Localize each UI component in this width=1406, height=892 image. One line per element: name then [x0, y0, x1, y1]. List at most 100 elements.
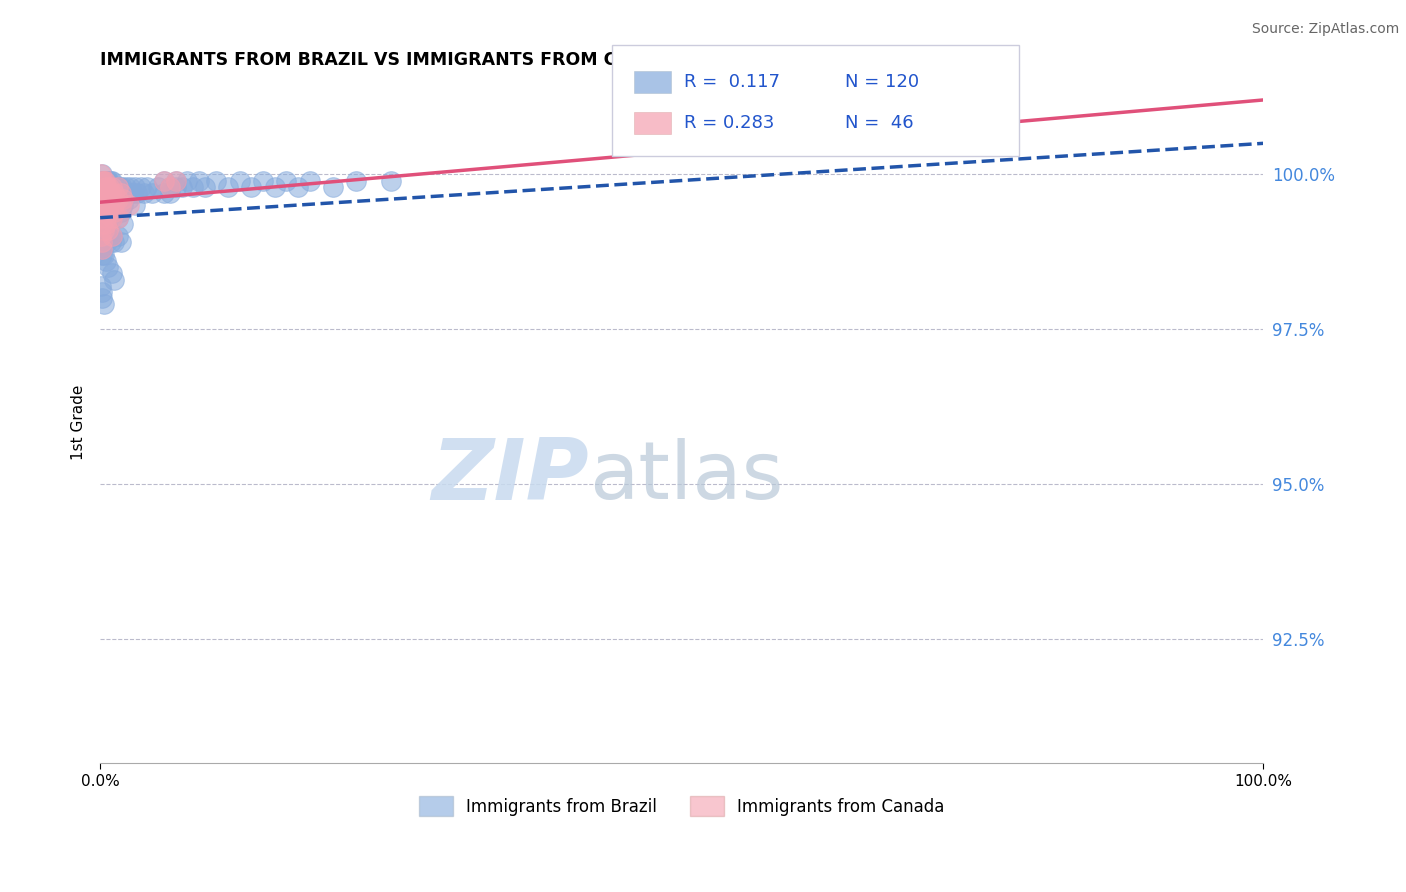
- Point: [90, 192, 112, 206]
- Point: [96, 192, 118, 206]
- Point: [107, 179, 129, 194]
- Point: [240, 179, 263, 194]
- Point: [100, 186, 122, 200]
- Point: [322, 179, 344, 194]
- Point: [90, 198, 112, 212]
- Point: [100, 267, 122, 281]
- Legend: Immigrants from Brazil, Immigrants from Canada: Immigrants from Brazil, Immigrants from …: [412, 789, 950, 823]
- Point: [176, 173, 198, 187]
- Point: [103, 186, 125, 200]
- Point: [96, 173, 118, 187]
- Point: [114, 179, 136, 194]
- Point: [124, 179, 146, 194]
- Point: [112, 192, 135, 206]
- Point: [100, 204, 122, 219]
- Point: [103, 273, 125, 287]
- Point: [97, 192, 120, 206]
- Point: [100, 229, 122, 244]
- Point: [97, 179, 120, 194]
- Point: [90, 167, 112, 181]
- Point: [380, 173, 402, 187]
- Point: [96, 179, 118, 194]
- Point: [103, 204, 125, 219]
- Point: [100, 229, 122, 244]
- Point: [129, 179, 152, 194]
- Point: [100, 179, 122, 194]
- Point: [107, 186, 129, 200]
- Point: [91, 173, 114, 187]
- Point: [93, 229, 115, 244]
- Point: [90, 167, 112, 181]
- Point: [90, 198, 112, 212]
- Point: [100, 186, 122, 200]
- Point: [94, 204, 117, 219]
- Point: [91, 192, 114, 206]
- Point: [93, 192, 115, 206]
- Point: [98, 179, 121, 194]
- Point: [181, 179, 204, 194]
- Point: [100, 235, 122, 250]
- Point: [93, 186, 115, 200]
- Point: [93, 248, 115, 262]
- Point: [110, 192, 132, 206]
- Point: [91, 204, 114, 219]
- Point: [98, 173, 121, 187]
- Text: ZIP: ZIP: [432, 435, 589, 518]
- Point: [97, 229, 120, 244]
- Point: [118, 198, 141, 212]
- Point: [91, 223, 114, 237]
- Point: [141, 186, 163, 200]
- Text: Source: ZipAtlas.com: Source: ZipAtlas.com: [1251, 22, 1399, 37]
- Text: N =  46: N = 46: [845, 114, 914, 132]
- Point: [188, 173, 211, 187]
- Point: [91, 235, 114, 250]
- Point: [90, 223, 112, 237]
- Point: [153, 173, 176, 187]
- Point: [103, 235, 125, 250]
- Text: IMMIGRANTS FROM BRAZIL VS IMMIGRANTS FROM CANADA 1ST GRADE CORRELATION CHART: IMMIGRANTS FROM BRAZIL VS IMMIGRANTS FRO…: [100, 51, 1017, 69]
- Point: [153, 186, 176, 200]
- Point: [159, 179, 181, 194]
- Point: [153, 173, 176, 187]
- Text: atlas: atlas: [589, 438, 783, 516]
- Point: [100, 211, 122, 225]
- Point: [194, 179, 217, 194]
- Point: [90, 242, 112, 256]
- Point: [103, 198, 125, 212]
- Point: [96, 179, 118, 194]
- Point: [94, 217, 117, 231]
- Point: [165, 179, 187, 194]
- Point: [205, 173, 228, 187]
- Point: [90, 248, 112, 262]
- Point: [90, 211, 112, 225]
- Point: [170, 179, 193, 194]
- Point: [94, 192, 117, 206]
- Point: [90, 204, 112, 219]
- Point: [159, 186, 181, 200]
- Point: [94, 211, 117, 225]
- Point: [94, 186, 117, 200]
- Point: [91, 192, 114, 206]
- Point: [111, 179, 134, 194]
- Point: [127, 186, 149, 200]
- Point: [103, 186, 125, 200]
- Point: [101, 179, 124, 194]
- Point: [110, 186, 132, 200]
- Point: [107, 179, 129, 194]
- Point: [110, 235, 132, 250]
- Point: [90, 186, 112, 200]
- Point: [96, 235, 118, 250]
- Point: [110, 186, 132, 200]
- Point: [94, 198, 117, 212]
- Point: [91, 204, 114, 219]
- Point: [229, 173, 252, 187]
- Point: [91, 173, 114, 187]
- Point: [90, 217, 112, 231]
- Point: [287, 179, 309, 194]
- Point: [97, 173, 120, 187]
- Point: [91, 217, 114, 231]
- Point: [252, 173, 274, 187]
- Point: [98, 211, 121, 225]
- Point: [94, 179, 117, 194]
- Point: [100, 192, 122, 206]
